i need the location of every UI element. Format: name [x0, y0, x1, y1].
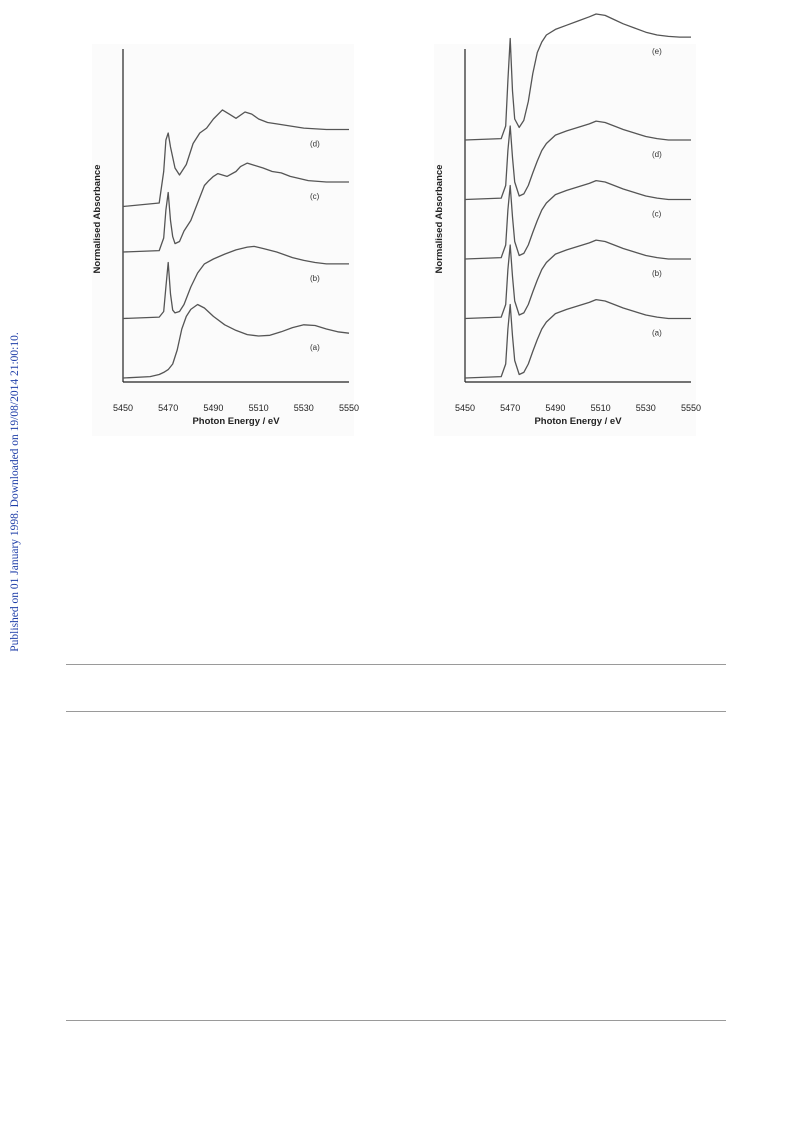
- x-tick-labels: 5450 5470 5490 5510 5530 5550: [455, 403, 701, 413]
- x-tick-label: 5550: [681, 403, 701, 413]
- spectrum-label-d: (d): [310, 140, 320, 149]
- spectrum-label-c: (c): [310, 192, 320, 201]
- spectrum-line-c: [122, 162, 349, 253]
- spectrum-line-a: [122, 303, 350, 379]
- y-axis-label: Normalised Absorbance: [92, 165, 103, 274]
- spectrum-label-a: (a): [652, 329, 662, 338]
- xanes-plot-left: 5450 5470 5490 5510 5530 5550 (a) (b) (c) (d) Ph…: [92, 49, 359, 427]
- x-tick-labels: 5450 5470 5490 5510 5530 5550: [113, 403, 359, 413]
- spectrum-line-d: [122, 109, 349, 208]
- spectrum-line-b: [464, 239, 691, 320]
- x-tick-label: 5510: [591, 403, 611, 413]
- spectrum-line-d: [464, 120, 691, 201]
- spectrum-label-d: (d): [652, 150, 662, 159]
- spectrum-line-a: [464, 298, 691, 379]
- spectrum-line-e: [464, 13, 691, 141]
- spectrum-label-e: (e): [652, 47, 662, 56]
- page-rule-bottom: [66, 1020, 726, 1021]
- spectrum-line-b: [122, 245, 349, 320]
- x-tick-label: 5510: [249, 403, 269, 413]
- spectrum-label-a: (a): [310, 343, 320, 352]
- x-tick-label: 5450: [455, 403, 475, 413]
- x-tick-label: 5470: [158, 403, 178, 413]
- page-rule-middle: [66, 711, 726, 712]
- xanes-figure-right: 5450 5470 5490 5510 5530 5550 (a) (b) (c) (d) (e)…: [434, 13, 701, 436]
- x-axis-label: Photon Energy / eV: [192, 416, 280, 427]
- series-layer: (a) (b) (c) (d): [122, 109, 350, 379]
- page-rule-top: [66, 664, 726, 665]
- spectrum-line-c: [464, 179, 691, 260]
- xanes-plot-right: 5450 5470 5490 5510 5530 5550 (a) (b) (c) (d) (e)…: [434, 13, 701, 427]
- x-tick-label: 5450: [113, 403, 133, 413]
- x-tick-label: 5550: [339, 403, 359, 413]
- series-layer: (a) (b) (c) (d) (e): [464, 13, 691, 379]
- x-tick-label: 5490: [203, 403, 223, 413]
- xanes-figure-left: 5450 5470 5490 5510 5530 5550 (a) (b) (c) (d) Ph…: [92, 44, 359, 436]
- spectrum-label-b: (b): [652, 269, 662, 278]
- y-axis-label: Normalised Absorbance: [434, 165, 445, 274]
- x-axis-label: Photon Energy / eV: [534, 416, 622, 427]
- spectrum-label-b: (b): [310, 274, 320, 283]
- x-tick-label: 5530: [294, 403, 314, 413]
- x-tick-label: 5530: [636, 403, 656, 413]
- x-tick-label: 5490: [545, 403, 565, 413]
- publication-side-note: Published on 01 January 1998. Downloaded…: [9, 332, 21, 652]
- spectrum-label-c: (c): [652, 210, 662, 219]
- x-tick-label: 5470: [500, 403, 520, 413]
